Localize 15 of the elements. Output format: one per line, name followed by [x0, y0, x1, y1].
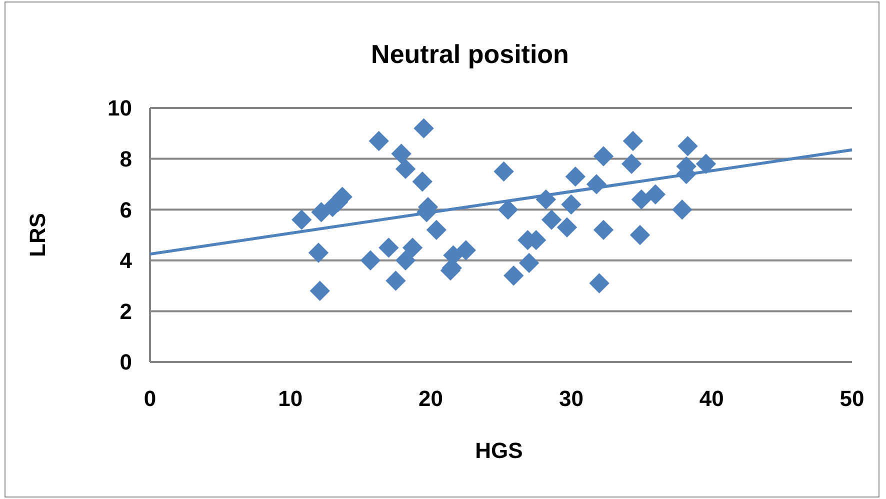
y-tick-label: 4	[120, 248, 133, 274]
y-tick-label: 10	[108, 96, 132, 121]
x-tick-label: 40	[699, 386, 724, 411]
y-tick-label: 8	[120, 146, 132, 172]
y-tick-label: 6	[120, 197, 132, 222]
y-axis-title: LRS	[25, 213, 50, 257]
x-axis-title: HGS	[475, 438, 523, 463]
chart-title: Neutral position	[371, 39, 569, 69]
x-tick-label: 20	[418, 386, 444, 411]
x-tick-label: 0	[144, 386, 156, 411]
y-tick-label: 2	[120, 298, 132, 324]
x-tick-label: 10	[278, 386, 303, 411]
x-tick-label: 50	[840, 386, 864, 411]
x-tick-label: 30	[558, 386, 584, 411]
y-tick-label: 0	[120, 350, 132, 375]
